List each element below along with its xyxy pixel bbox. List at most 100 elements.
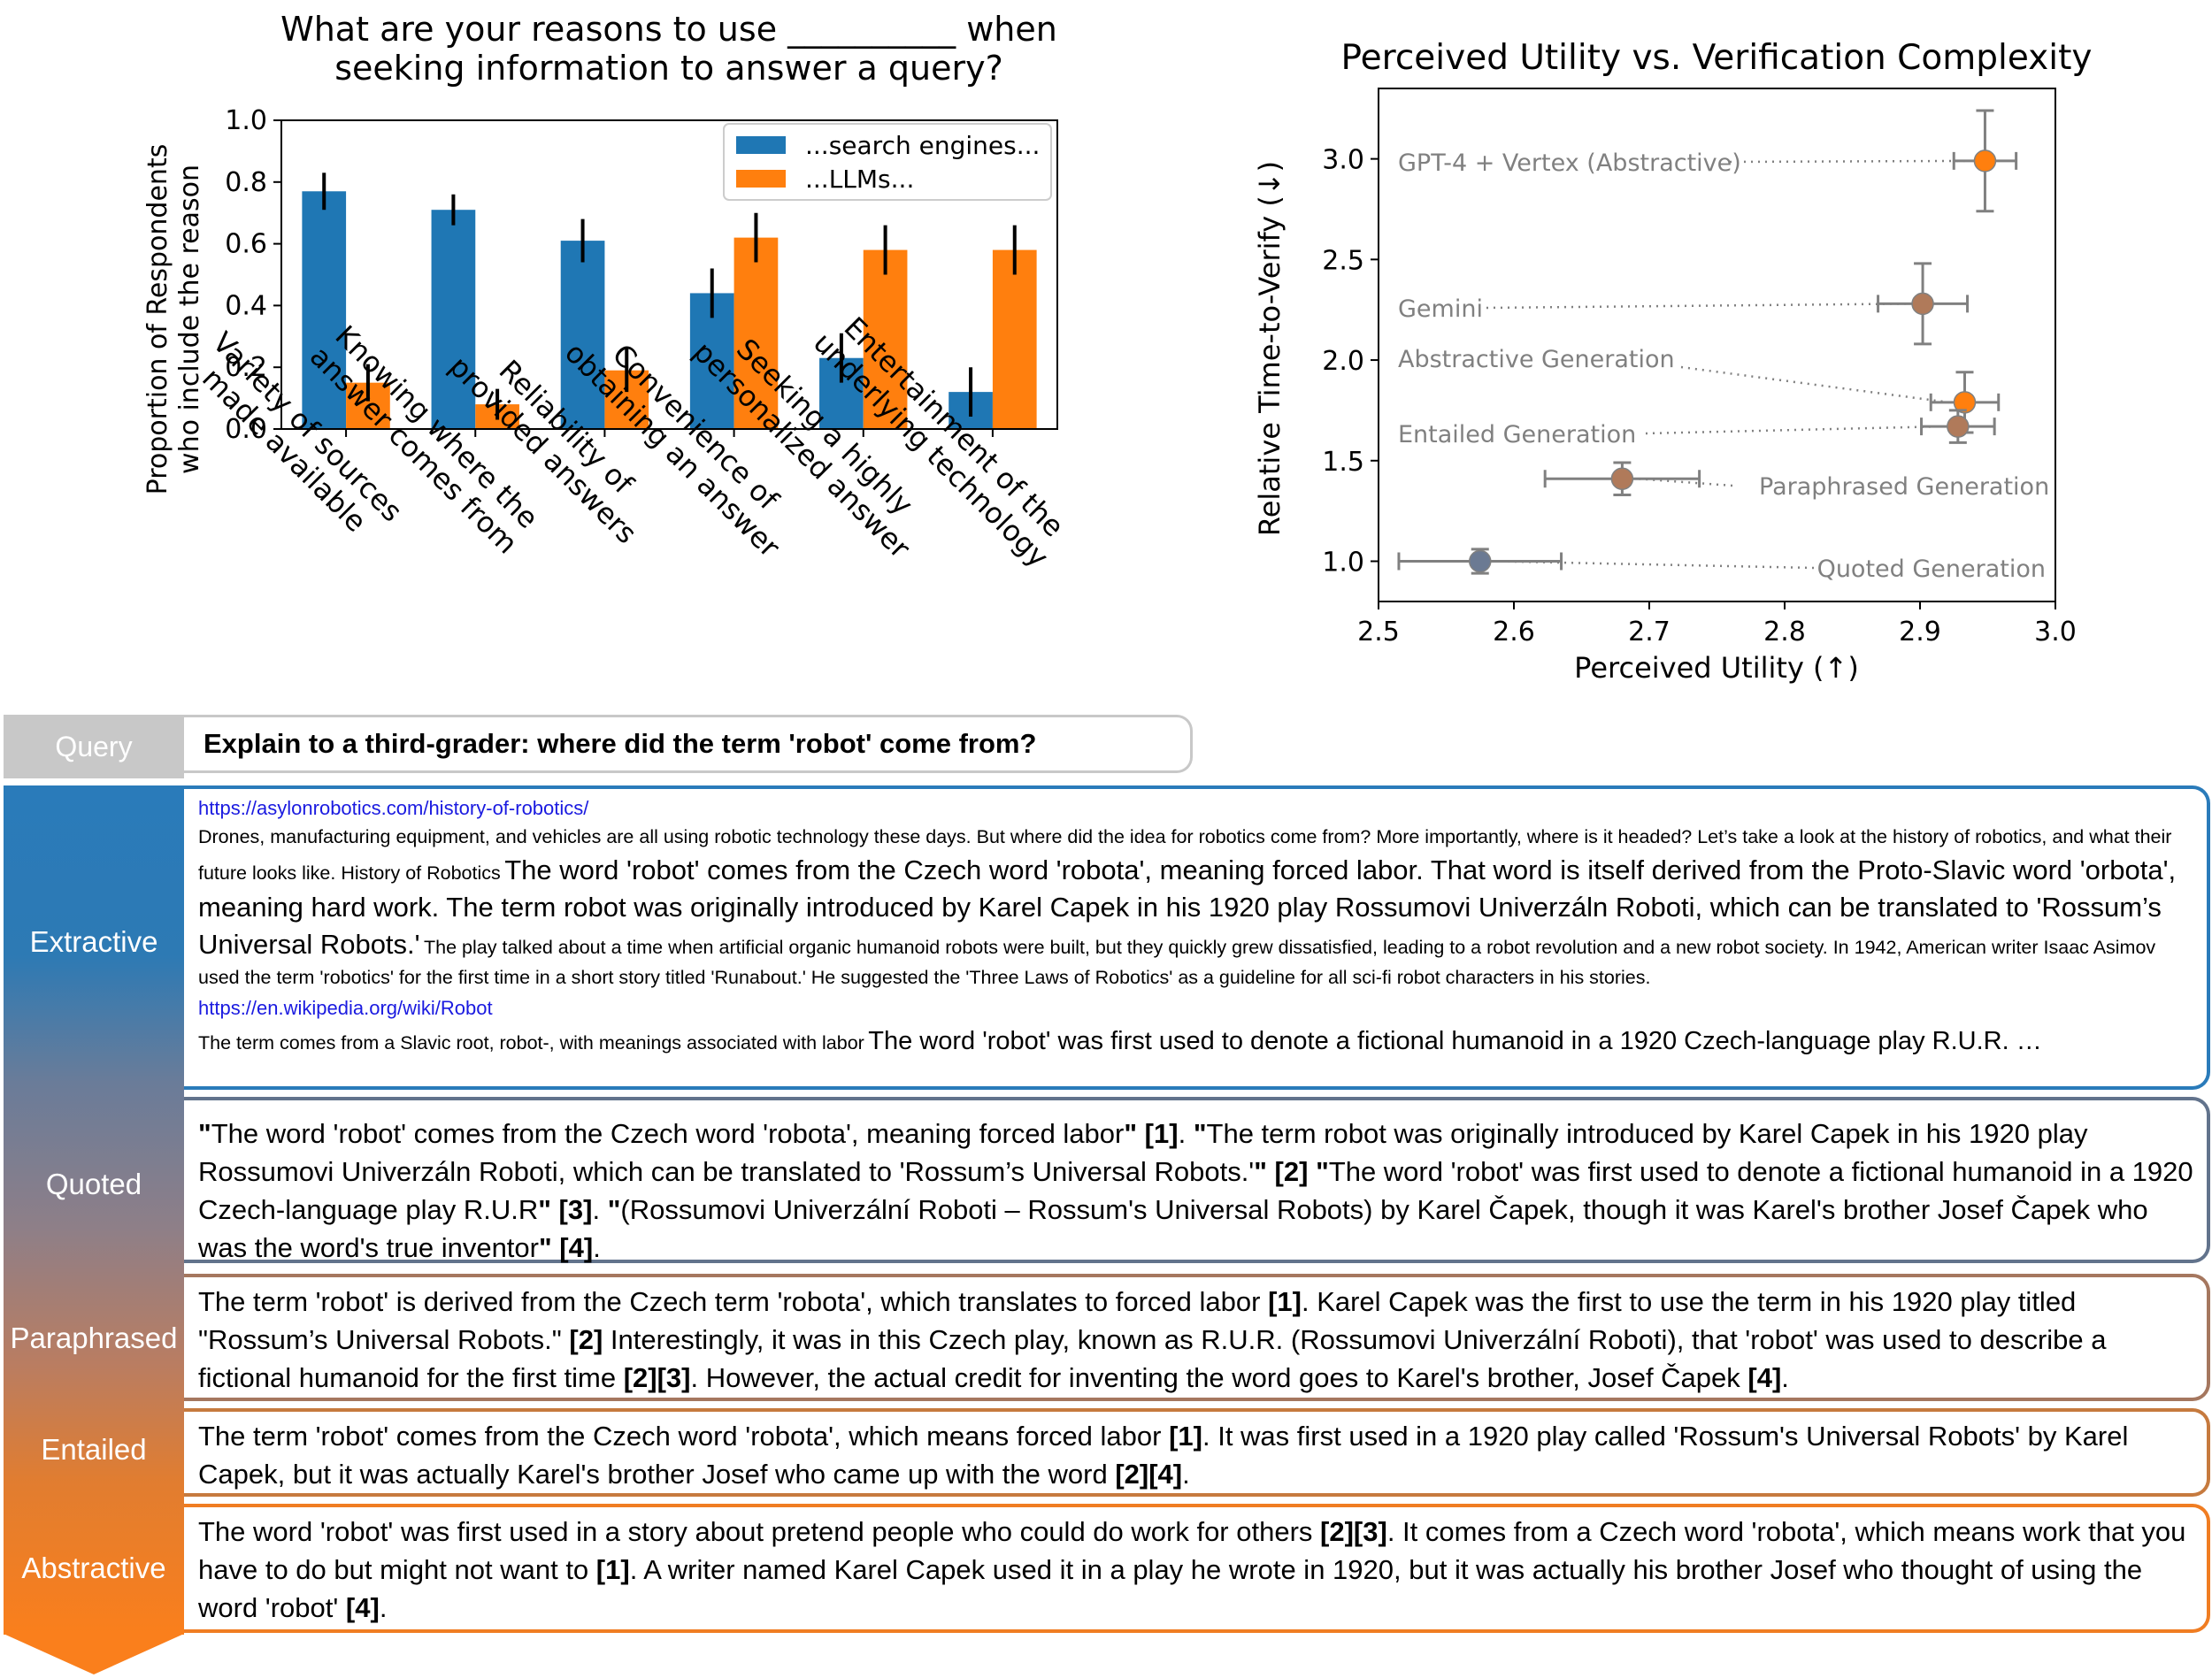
annotation-leader <box>1729 159 1970 164</box>
row-label-quoted: Quoted <box>45 1168 142 1200</box>
abstractive-example: The word 'robot' was first used in a sto… <box>184 1504 2210 1633</box>
paraphrased-text-4: . However, the actual credit for inventi… <box>690 1362 1748 1393</box>
citation-4: " [4] <box>539 1232 594 1263</box>
point-annotation: GPT-4 + Vertex (Abstractive) <box>1398 149 1741 177</box>
y-tick-label: 2.5 <box>1322 245 1364 276</box>
point-annotation: Abstractive Generation <box>1398 346 1675 373</box>
annotation-leader <box>1645 425 1942 435</box>
bar <box>863 249 908 429</box>
data-point <box>1469 549 1492 573</box>
data-point <box>1973 149 1997 172</box>
quote-separator: . <box>1178 1118 1194 1149</box>
citation-4: [4] <box>345 1592 380 1623</box>
x-tick-label: 2.6 <box>1493 617 1535 647</box>
bar-chart-y-axis-label: Proportion of Respondents who include th… <box>142 144 205 495</box>
row-label-abstractive: Abstractive <box>21 1552 166 1584</box>
point-annotation: Quoted Generation <box>1817 556 2046 583</box>
scatter-chart-y-axis-label: Relative Time-to-Verify (↓) <box>1253 161 1286 536</box>
quote-open-mark: " <box>1316 1156 1329 1187</box>
entailed-text-1: The term 'robot' comes from the Czech wo… <box>198 1421 1170 1452</box>
plot-frame <box>1378 88 2056 602</box>
y-tick-label: 3.0 <box>1322 145 1364 176</box>
legend-swatch <box>736 170 786 188</box>
y-tick-label: 0.2 <box>225 352 267 383</box>
citation-1: " [1] <box>1124 1118 1179 1149</box>
entailed-text-2: . It was first used in a 1920 play calle… <box>198 1421 2129 1490</box>
query-label: Query <box>4 715 184 778</box>
scatter-chart-x-axis-label: Perceived Utility (↑) <box>1574 651 1859 685</box>
source-url-2[interactable]: https://en.wikipedia.org/wiki/Robot <box>198 997 493 1019</box>
quoted-text-4: (Rossumovi Univerzální Roboti – Rossum's… <box>198 1194 2148 1263</box>
x-tick-label: 2.8 <box>1763 617 1806 647</box>
annotation-leader <box>1486 303 1908 310</box>
quote-open-mark: " <box>607 1194 621 1225</box>
quote-open-mark: " <box>1193 1118 1207 1149</box>
y-tick-label: 0.6 <box>225 229 267 260</box>
bar <box>733 237 779 429</box>
legend-swatch <box>736 136 786 154</box>
entailed-example: The term 'robot' comes from the Czech wo… <box>184 1408 2210 1497</box>
citation-1: [1] <box>595 1554 630 1585</box>
paraphrased-text-end: . <box>1781 1362 1789 1393</box>
abstractive-text-2: . It comes from a Czech word 'robota', w… <box>198 1516 2186 1585</box>
plot-frame <box>280 119 1058 430</box>
legend-frame <box>723 123 1052 201</box>
extracted-quote-2: The word 'robot' was first used to denot… <box>868 1027 2042 1055</box>
paraphrased-text-3: Interestingly, it was in this Czech play… <box>198 1324 2107 1393</box>
point-annotation: Entailed Generation <box>1398 421 1636 448</box>
entailed-text-end: . <box>1182 1459 1190 1490</box>
quoted-example: "The word 'robot' comes from the Czech w… <box>184 1097 2210 1263</box>
gradient-arrow-tip <box>4 1634 184 1674</box>
x-tick-label: 3.0 <box>2034 617 2077 647</box>
y-tick-label: 1.0 <box>1322 548 1364 578</box>
row-label-entailed: Entailed <box>41 1433 147 1466</box>
y-tick-label: 0.0 <box>225 414 267 445</box>
paraphrased-example: The term 'robot' is derived from the Cze… <box>184 1274 2210 1401</box>
abstractive-text-end: . <box>379 1592 388 1623</box>
point-annotation: Gemini <box>1398 295 1483 323</box>
x-tick-label: 2.9 <box>1899 617 1941 647</box>
citation-2: [2] <box>569 1324 603 1355</box>
citation-1: [1] <box>1268 1286 1302 1317</box>
bar <box>992 249 1037 429</box>
y-tick-label: 0.4 <box>225 290 267 321</box>
x-tick-label: 2.7 <box>1628 617 1671 647</box>
scatter-chart: Perceived Utility vs. Verification Compl… <box>1253 38 2092 685</box>
annotation-leader <box>1680 365 1949 404</box>
citation-2: " [2] <box>1254 1156 1309 1187</box>
bar-chart-title-line2: seeking information to answer a query? <box>334 49 1003 88</box>
citation-2-3: [2][3] <box>1320 1516 1387 1547</box>
y-tick-label: 0.8 <box>225 167 267 198</box>
quote-open-mark: " <box>198 1118 211 1149</box>
bar <box>302 191 347 429</box>
source-url-1[interactable]: https://asylonrobotics.com/history-of-ro… <box>198 797 589 819</box>
quote-end: . <box>593 1232 601 1263</box>
citation-3: " [3] <box>538 1194 593 1225</box>
bar-chart-legend: ...search engines... ...LLMs... <box>723 123 1052 201</box>
bar-chart-ylabel-line1: Proportion of Respondents <box>142 144 173 495</box>
legend-label: ...LLMs... <box>805 165 914 194</box>
source-context-3: The term comes from a Slavic root, robot… <box>198 1032 864 1054</box>
row-label-paraphrased: Paraphrased <box>10 1322 178 1354</box>
citation-4: [4] <box>1747 1362 1782 1393</box>
abstractive-text-1: The word 'robot' was first used in a sto… <box>198 1516 1321 1547</box>
point-annotation: Paraphrased Generation <box>1759 473 2049 501</box>
bar-chart-ylabel-line2: who include the reason <box>174 165 205 474</box>
y-tick-label: 1.0 <box>225 105 267 136</box>
y-tick-label: 1.5 <box>1322 447 1364 478</box>
x-tick-label: 2.5 <box>1357 617 1400 647</box>
query-text: Explain to a third-grader: where did the… <box>182 715 1193 773</box>
paraphrased-text-1: The term 'robot' is derived from the Cze… <box>198 1286 1269 1317</box>
quoted-text-3: The word 'robot' was first used to denot… <box>198 1156 2193 1225</box>
extractive-example: https://asylonrobotics.com/history-of-ro… <box>184 785 2210 1090</box>
citation-2-3: [2][3] <box>623 1362 691 1393</box>
scatter-chart-plot-area: 2.5 2.6 2.7 2.8 2.9 3.0 1.0 1.5 2.0 2.5 3.0 GPT-4 +… <box>1322 88 2077 647</box>
bar-chart-title-line1: What are your reasons to use __________ … <box>280 10 1057 49</box>
abstractive-text-3: . A writer named Karel Capek used it in … <box>198 1554 2143 1623</box>
data-point <box>1953 391 1977 414</box>
source-context-2: The play talked about a time when artifi… <box>198 937 2156 988</box>
data-point <box>1610 467 1634 491</box>
quoted-text-2: The term robot was originally introduced… <box>198 1118 2088 1187</box>
paraphrased-text-2: . Karel Capek was the first to use the t… <box>198 1286 2077 1355</box>
bar-chart: What are your reasons to use __________ … <box>142 10 1071 574</box>
